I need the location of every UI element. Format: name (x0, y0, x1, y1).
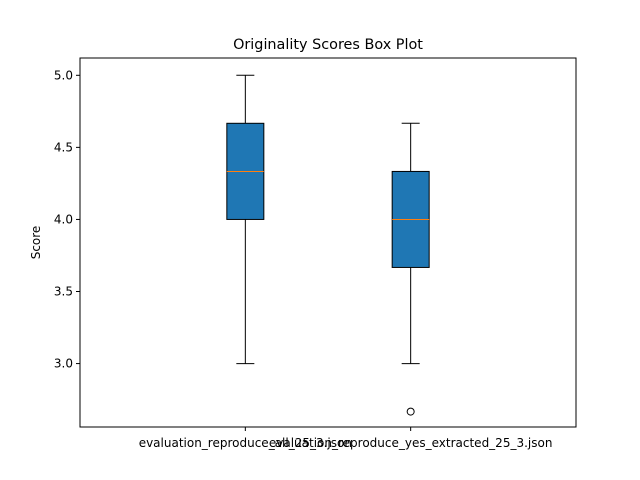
outlier-point (406, 407, 415, 416)
x-tick-label: evaluation_reproduce_all_25_3.json (139, 436, 352, 450)
y-tick-label: 3.0 (54, 357, 73, 371)
y-tick-label: 5.0 (54, 68, 73, 82)
y-axis-label: Score (29, 226, 43, 260)
y-axis-ticks: 3.0 3.5 4.0 4.5 5.0 (54, 68, 80, 371)
box-series (226, 74, 430, 416)
y-tick-label: 4.5 (54, 140, 73, 154)
y-tick-label: 3.5 (54, 285, 73, 299)
box-2 (391, 122, 430, 416)
y-tick-label: 4.0 (54, 212, 73, 226)
chart-title: Originality Scores Box Plot (233, 37, 423, 53)
box-1 (226, 74, 265, 365)
plot-area-frame (79, 57, 577, 428)
x-axis-ticks: evaluation_reproduce_all_25_3.jsonevalua… (139, 427, 553, 450)
x-tick-label: evaluation_reproduce_yes_extracted_25_3.… (269, 436, 553, 450)
